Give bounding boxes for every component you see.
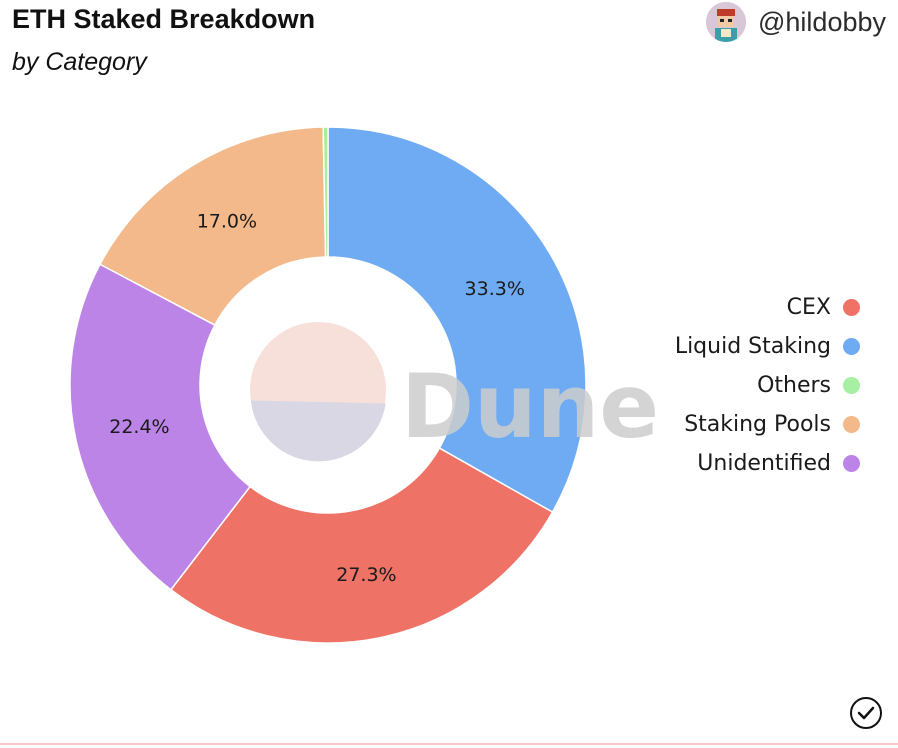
chart-title: ETH Staked Breakdown xyxy=(12,4,316,34)
legend-label: Others xyxy=(757,373,831,398)
legend-label: Liquid Staking xyxy=(674,334,831,359)
watermark-text: Dune xyxy=(401,355,659,458)
legend-item-unidentified[interactable]: Unidentified xyxy=(697,444,860,483)
slice-label-liquid-staking: 33.3% xyxy=(465,278,525,300)
slice-cex[interactable] xyxy=(169,447,554,644)
slice-liquid-staking[interactable] xyxy=(327,126,587,514)
watermark-logo-bottom xyxy=(250,400,386,462)
chart-legend: CEX Liquid Staking Others Staking Pools Unid… xyxy=(675,288,860,483)
legend-label: Staking Pools xyxy=(684,412,831,437)
author-name[interactable]: @hildobby xyxy=(758,6,886,37)
slice-others[interactable] xyxy=(322,126,329,258)
legend-item-liquid-staking[interactable]: Liquid Staking xyxy=(675,327,860,366)
slice-unidentified[interactable] xyxy=(69,263,252,591)
legend-swatch xyxy=(843,416,860,433)
author-badge[interactable]: @hildobby xyxy=(706,2,886,42)
legend-label: Unidentified xyxy=(697,451,831,476)
checkmark-circle-icon[interactable] xyxy=(850,697,882,729)
donut-slices xyxy=(69,126,587,644)
slice-staking-pools[interactable] xyxy=(98,126,327,327)
legend-item-cex[interactable]: CEX xyxy=(787,288,860,327)
legend-swatch xyxy=(843,299,860,316)
chart-subtitle: by Category xyxy=(12,48,147,76)
legend-item-staking-pools[interactable]: Staking Pools xyxy=(684,405,860,444)
legend-swatch xyxy=(843,338,860,355)
legend-label: CEX xyxy=(786,295,831,320)
slice-label-staking-pools: 17.0% xyxy=(197,211,257,233)
legend-item-others[interactable]: Others xyxy=(757,366,860,405)
legend-swatch xyxy=(843,455,860,472)
slice-label-cex: 27.3% xyxy=(336,564,396,586)
legend-swatch xyxy=(843,377,860,394)
bottom-divider xyxy=(0,743,898,745)
slice-label-unidentified: 22.4% xyxy=(109,416,169,438)
slice-labels: 33.3% 27.3% 22.4% 17.0% xyxy=(109,211,525,587)
user-avatar-icon xyxy=(706,2,746,42)
